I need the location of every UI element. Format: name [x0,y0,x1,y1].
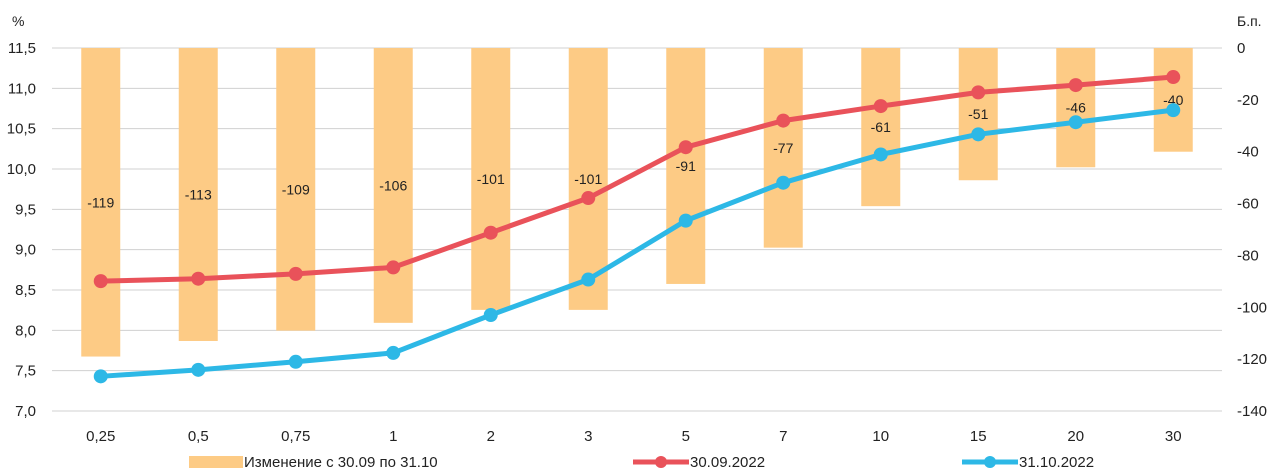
bar [568,48,608,310]
bar [471,48,511,310]
bar-value-label: -113 [185,186,212,202]
legend-series-2-marker [984,456,996,468]
bar-value-label: -91 [676,158,696,174]
right-tick-label: -120 [1237,351,1267,368]
left-tick-label: 7,0 [15,403,36,420]
x-tick-label: 0,5 [188,428,209,445]
left-tick-label: 9,5 [15,201,36,218]
bar-labels: -119 -113 -109 -106 -101 -101 -91 -77 -61 -51 -46 -… [87,92,1183,210]
x-tick-label: 7 [779,428,787,445]
series-1-point [678,140,693,155]
series-1-point [483,225,498,240]
bar-value-label: -77 [773,140,793,156]
left-tick-label: 10,5 [7,121,36,138]
right-tick-label: -80 [1237,247,1259,264]
left-tick-label: 11,0 [8,80,36,97]
bar [1056,48,1096,168]
right-tick-label: -40 [1237,144,1259,161]
series-2-point [93,369,108,384]
series-1-line [98,74,1176,284]
legend-series-2-label: 31.10.2022 [1019,454,1094,471]
x-tick-label: 10 [872,428,889,445]
bar [276,48,316,331]
series-1-point [386,260,401,275]
bar-value-label: -106 [379,177,407,193]
bar-value-label: -40 [1163,92,1183,108]
right-tick-label: -140 [1237,403,1267,420]
series-1-point [288,266,303,281]
legend-bar-label: Изменение с 30.09 по 31.10 [244,454,438,471]
x-tick-label: 0,25 [86,428,115,445]
right-tick-label: -20 [1237,92,1259,109]
gridlines [52,47,1222,412]
right-axis-unit: Б.п. [1237,13,1262,29]
bar-value-label: -46 [1066,100,1086,116]
x-tick-label: 30 [1165,428,1182,445]
bar-value-label: -109 [282,181,310,197]
left-tick-label: 9,0 [15,242,36,259]
left-tick-label: 8,0 [15,322,36,339]
bar [373,48,413,323]
bar [861,48,901,207]
series-2-point [971,127,986,142]
series-2-point [288,354,303,369]
left-tick-label: 7,5 [15,363,36,380]
bars [81,48,1193,357]
x-tick-label: 5 [682,428,690,445]
right-tick-label: -100 [1237,299,1267,316]
bar [81,48,121,357]
legend-series-1-marker [655,456,667,468]
series-2-point [873,147,888,162]
x-tick-label: 0,75 [281,428,310,445]
series-2-point [1166,103,1181,118]
legend-series-1-label: 30.09.2022 [690,454,765,471]
bar-value-label: -61 [871,119,891,135]
legend: Изменение с 30.09 по 31.10 30.09.2022 31… [189,454,1094,471]
series-1-point [581,191,596,206]
series-1-point [1166,70,1181,85]
x-tick-label: 3 [584,428,592,445]
series-1-point [191,271,206,286]
x-axis: 0,25 0,5 0,75 1 2 3 5 7 10 15 20 30 [86,428,1181,445]
bar-value-label: -119 [87,194,114,210]
series-2-point [191,362,206,377]
legend-bar-swatch [189,456,243,468]
bar [958,48,998,181]
series-2-point [483,308,498,323]
series-1-point [1068,78,1083,93]
x-tick-label: 2 [487,428,495,445]
series-2-line [98,107,1176,379]
right-tick-label: 0 [1237,40,1245,57]
series-1-point [776,113,791,128]
bar [178,48,218,341]
series-1-point [971,85,986,100]
left-axis: % 7,0 7,5 8,0 8,5 9,0 9,5 10,0 10,5 11,0 11,5 [7,13,36,420]
bar [763,48,803,248]
series-2-point [386,345,401,360]
left-tick-label: 11,5 [8,40,36,57]
x-tick-label: 20 [1067,428,1084,445]
series-2-point [678,213,693,228]
lines [93,70,1181,384]
x-tick-label: 1 [389,428,397,445]
right-tick-label: -60 [1237,196,1259,213]
bar [666,48,706,284]
series-1-point [873,99,888,114]
series-1-point [93,274,108,289]
bar-value-label: -101 [477,171,505,187]
bar-value-label: -51 [968,106,988,122]
series-2-point [776,175,791,190]
left-axis-unit: % [12,13,24,29]
bar [1153,48,1193,152]
left-tick-label: 10,0 [7,161,36,178]
bar-value-label: -101 [574,171,602,187]
series-2-point [1068,115,1083,130]
right-axis: Б.п. -140 -120 -100 -80 -60 -40 -20 0 [1237,13,1267,420]
x-tick-label: 15 [970,428,987,445]
left-tick-label: 8,5 [15,282,36,299]
series-2-point [581,272,596,287]
